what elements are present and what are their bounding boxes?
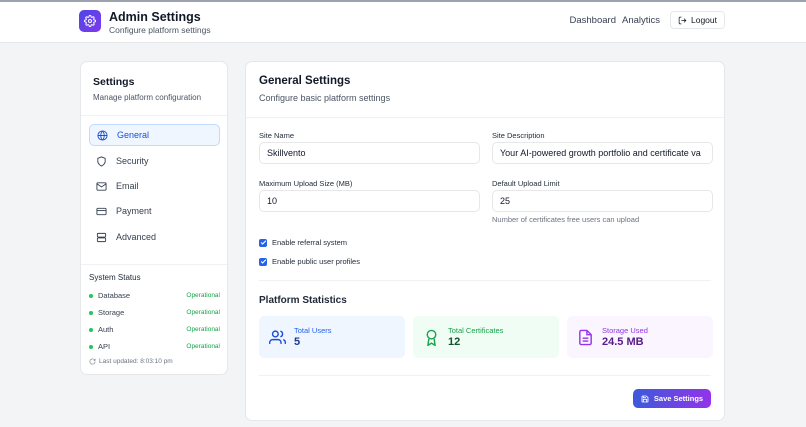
divider (259, 280, 711, 281)
site-name-label: Site Name (259, 131, 295, 140)
default-limit-input[interactable] (492, 190, 713, 212)
referral-checkbox-row[interactable]: Enable referral system (259, 238, 347, 247)
stat-label: Storage Used (602, 326, 648, 335)
app-header: Admin Settings Configure platform settin… (0, 2, 806, 43)
sidebar-item-general[interactable]: General (89, 124, 220, 146)
app-subtitle: Configure platform settings (109, 25, 211, 35)
credit-card-icon (96, 207, 107, 215)
system-status-title: System Status (89, 273, 141, 282)
stat-label: Total Users (294, 326, 332, 335)
divider (246, 117, 724, 118)
stat-card-certificates: Total Certificates 12 (413, 316, 559, 358)
status-row-storage: Storage Operational (89, 308, 220, 317)
default-limit-label: Default Upload Limit (492, 179, 560, 188)
status-row-auth: Auth Operational (89, 325, 220, 334)
status-dot-icon (89, 344, 93, 349)
sidebar-item-label: Email (116, 181, 139, 191)
page-subtitle: Configure basic platform settings (259, 93, 391, 103)
last-updated-text: Last updated: 8:03:10 pm (99, 358, 173, 365)
general-settings-panel: General Settings Configure basic platfor… (245, 61, 725, 421)
status-name: Database (98, 291, 131, 300)
public-profiles-checkbox[interactable] (259, 257, 267, 266)
refresh-icon (89, 358, 96, 365)
max-upload-label: Maximum Upload Size (MB) (259, 179, 353, 188)
sidebar-item-security[interactable]: Security (89, 150, 220, 172)
sidebar-item-label: Security (116, 156, 149, 166)
save-settings-button[interactable]: Save Settings (633, 389, 711, 408)
page-title: General Settings (259, 75, 351, 87)
save-label: Save Settings (653, 394, 704, 403)
status-dot-icon (89, 310, 93, 315)
default-limit-hint: Number of certificates free users can up… (492, 215, 640, 224)
site-description-input[interactable] (492, 142, 713, 164)
shield-icon (97, 155, 106, 167)
divider (81, 115, 227, 116)
stat-value: 24.5 MB (602, 336, 644, 348)
logout-button[interactable]: Logout (670, 11, 725, 29)
status-badge: Operational (186, 309, 220, 316)
site-name-input[interactable] (259, 142, 480, 164)
status-row-database: Database Operational (89, 291, 220, 300)
mail-icon (96, 181, 107, 191)
stat-card-users: Total Users 5 (259, 316, 405, 358)
check-icon (260, 240, 266, 245)
top-nav: Dashboard Analytics Logout (569, 11, 725, 29)
max-upload-input[interactable] (259, 190, 480, 212)
sidebar-item-payment[interactable]: Payment (89, 200, 220, 222)
sidebar-item-email[interactable]: Email (89, 175, 220, 197)
nav-analytics[interactable]: Analytics (621, 14, 660, 26)
sidebar-item-advanced[interactable]: Advanced (89, 226, 220, 248)
status-row-api: API Operational (89, 342, 220, 351)
server-icon (96, 232, 107, 242)
stat-label: Total Certificates (448, 326, 504, 335)
sidebar-item-label: Payment (116, 206, 152, 216)
globe-icon (97, 129, 108, 141)
status-badge: Operational (186, 343, 220, 350)
stat-value: 12 (448, 336, 461, 348)
platform-statistics-title: Platform Statistics (259, 295, 347, 306)
site-description-label: Site Description (492, 131, 545, 140)
checkbox-label: Enable public user profiles (272, 257, 360, 266)
award-icon (426, 329, 437, 346)
sidebar-item-label: General (117, 130, 150, 140)
file-icon (579, 329, 592, 345)
check-icon (260, 259, 266, 264)
nav-dashboard[interactable]: Dashboard (569, 14, 616, 26)
divider (81, 264, 227, 265)
status-name: Storage (98, 308, 125, 317)
users-icon (269, 329, 286, 344)
window-top-edge (0, 0, 806, 2)
status-badge: Operational (186, 292, 220, 299)
app-title: Admin Settings (109, 10, 201, 24)
sidebar-subtitle: Manage platform configuration (93, 93, 202, 102)
status-badge: Operational (186, 326, 220, 333)
stat-value: 5 (294, 336, 301, 348)
sidebar-item-label: Advanced (116, 232, 157, 242)
checkbox-label: Enable referral system (272, 238, 348, 247)
logout-label: Logout (691, 15, 717, 25)
status-name: API (98, 342, 111, 351)
public-profiles-checkbox-row[interactable]: Enable public user profiles (259, 257, 360, 266)
logout-icon (678, 16, 687, 24)
settings-sidebar: Settings Manage platform configuration G… (80, 61, 228, 375)
sidebar-title: Settings (93, 76, 135, 88)
last-updated: Last updated: 8:03:10 pm (89, 358, 173, 365)
logo (79, 10, 101, 32)
status-dot-icon (89, 293, 93, 298)
stat-card-storage: Storage Used 24.5 MB (567, 316, 713, 358)
save-icon (641, 395, 649, 402)
status-dot-icon (89, 327, 93, 332)
status-name: Auth (98, 325, 114, 334)
divider (259, 375, 711, 376)
gear-icon (84, 15, 96, 27)
referral-checkbox[interactable] (259, 238, 267, 247)
